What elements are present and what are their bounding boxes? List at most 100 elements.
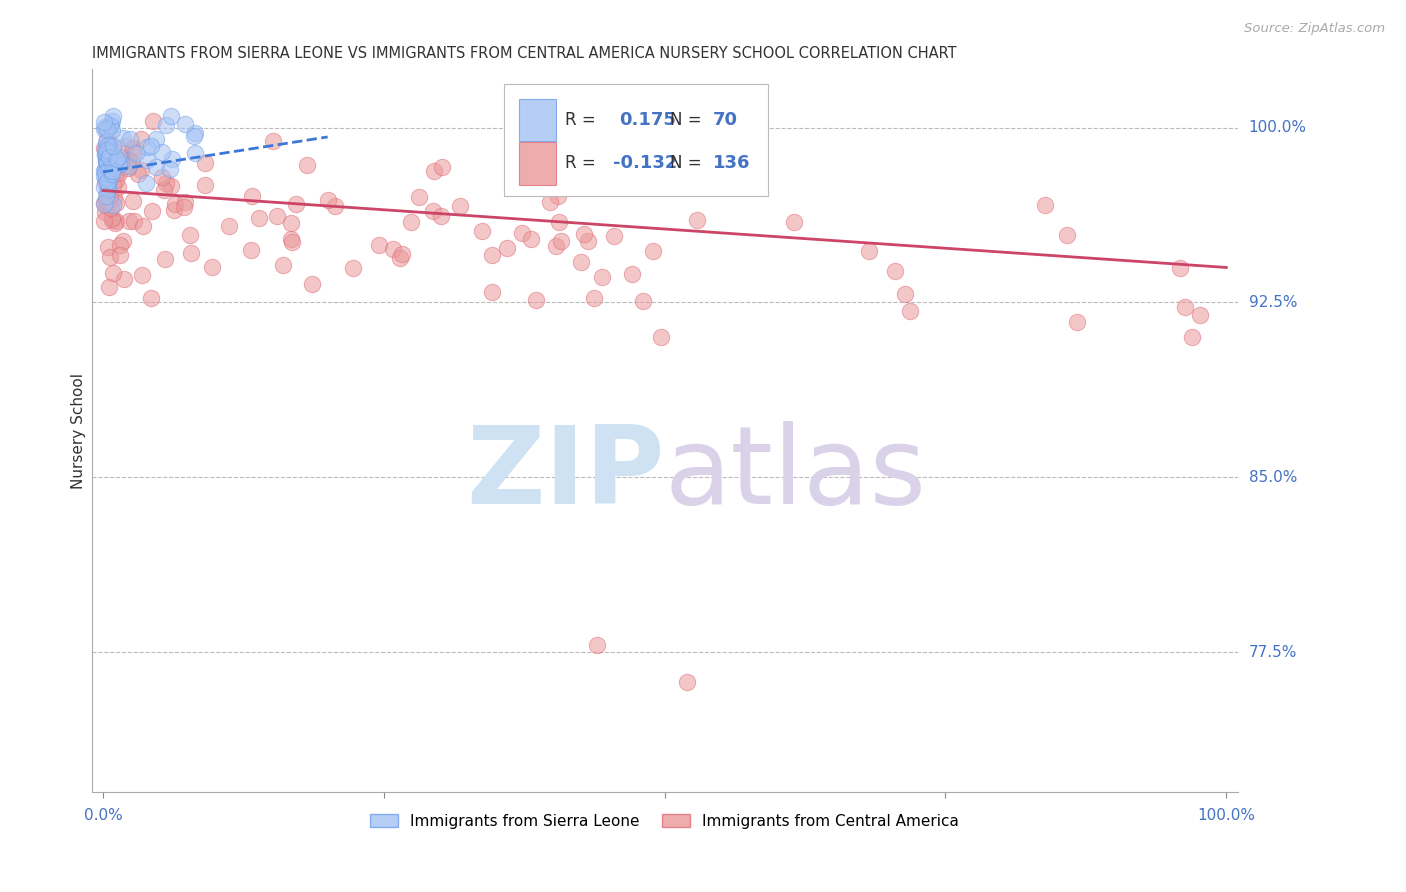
Point bbox=[136, 139, 159, 153]
Point bbox=[118, 214, 141, 228]
Point bbox=[132, 219, 155, 233]
Point bbox=[271, 258, 294, 272]
Point bbox=[266, 209, 288, 223]
Point bbox=[174, 194, 197, 209]
Point bbox=[160, 109, 183, 123]
Point bbox=[1033, 198, 1056, 212]
Point bbox=[141, 204, 163, 219]
Point bbox=[94, 188, 117, 202]
Point bbox=[97, 240, 120, 254]
Point bbox=[93, 143, 115, 157]
FancyBboxPatch shape bbox=[519, 142, 555, 185]
Point bbox=[884, 264, 907, 278]
Point bbox=[97, 176, 120, 190]
Point bbox=[96, 156, 118, 170]
Point bbox=[97, 162, 120, 177]
Point bbox=[381, 242, 404, 256]
Point bbox=[239, 243, 262, 257]
Point bbox=[183, 146, 205, 161]
Text: N =: N = bbox=[671, 154, 707, 172]
Point bbox=[105, 165, 128, 179]
Point bbox=[155, 176, 177, 190]
Point bbox=[550, 234, 572, 248]
Point bbox=[603, 229, 626, 244]
Point bbox=[131, 132, 153, 146]
Point bbox=[96, 153, 118, 167]
Point bbox=[108, 157, 131, 171]
Point bbox=[131, 268, 153, 282]
Point bbox=[160, 179, 183, 194]
Point bbox=[240, 189, 263, 203]
Point bbox=[1180, 330, 1202, 344]
Point bbox=[388, 251, 411, 265]
Point bbox=[129, 162, 152, 177]
Point bbox=[94, 194, 117, 209]
Point bbox=[96, 139, 118, 153]
Point bbox=[280, 216, 302, 230]
Point bbox=[547, 215, 569, 229]
Point bbox=[110, 156, 132, 170]
Point bbox=[96, 144, 118, 158]
Point bbox=[94, 166, 117, 180]
Text: 100.0%: 100.0% bbox=[1198, 808, 1256, 823]
Point bbox=[496, 241, 519, 255]
Point bbox=[103, 191, 125, 205]
Point bbox=[686, 213, 709, 227]
Point bbox=[139, 291, 162, 305]
Text: Source: ZipAtlas.com: Source: ZipAtlas.com bbox=[1244, 22, 1385, 36]
Point bbox=[120, 155, 142, 169]
Point bbox=[104, 154, 127, 169]
Point bbox=[97, 150, 120, 164]
Point bbox=[124, 214, 146, 228]
Point bbox=[96, 198, 118, 212]
Point bbox=[325, 199, 347, 213]
Point bbox=[100, 188, 122, 202]
Point bbox=[101, 178, 124, 193]
Point bbox=[1066, 315, 1088, 329]
Text: IMMIGRANTS FROM SIERRA LEONE VS IMMIGRANTS FROM CENTRAL AMERICA NURSERY SCHOOL C: IMMIGRANTS FROM SIERRA LEONE VS IMMIGRAN… bbox=[91, 46, 956, 62]
Point bbox=[96, 121, 118, 136]
Point bbox=[548, 171, 571, 186]
Point bbox=[247, 211, 270, 225]
Point bbox=[98, 136, 121, 151]
Point bbox=[571, 254, 593, 268]
Point bbox=[179, 228, 201, 243]
Point bbox=[101, 211, 124, 225]
Point bbox=[97, 196, 120, 211]
Point bbox=[101, 164, 124, 178]
Point bbox=[135, 153, 157, 168]
Point bbox=[162, 203, 184, 218]
Point bbox=[135, 176, 157, 190]
Point bbox=[159, 161, 181, 176]
Point bbox=[122, 194, 145, 208]
Point bbox=[97, 182, 120, 196]
Point bbox=[108, 149, 131, 163]
Text: R =: R = bbox=[565, 111, 600, 129]
Point bbox=[481, 248, 503, 262]
Point bbox=[183, 128, 205, 143]
Point bbox=[94, 135, 117, 149]
Point bbox=[93, 196, 115, 211]
Point bbox=[422, 164, 444, 178]
Point bbox=[111, 234, 134, 248]
Point bbox=[152, 182, 174, 196]
Point bbox=[108, 248, 131, 262]
Point bbox=[586, 638, 609, 652]
Point bbox=[516, 148, 538, 162]
Point bbox=[471, 224, 494, 238]
Point bbox=[783, 215, 806, 229]
Point bbox=[94, 175, 117, 189]
Point bbox=[430, 160, 453, 174]
Point bbox=[124, 145, 146, 159]
Point bbox=[97, 182, 120, 196]
Point bbox=[118, 159, 141, 173]
Point bbox=[631, 294, 654, 309]
Text: 77.5%: 77.5% bbox=[1249, 645, 1296, 659]
Point bbox=[858, 244, 880, 258]
Point bbox=[105, 153, 128, 167]
Point bbox=[898, 304, 921, 318]
Point bbox=[520, 232, 543, 246]
Point bbox=[98, 139, 121, 153]
Point bbox=[117, 159, 139, 173]
Text: atlas: atlas bbox=[665, 421, 927, 527]
